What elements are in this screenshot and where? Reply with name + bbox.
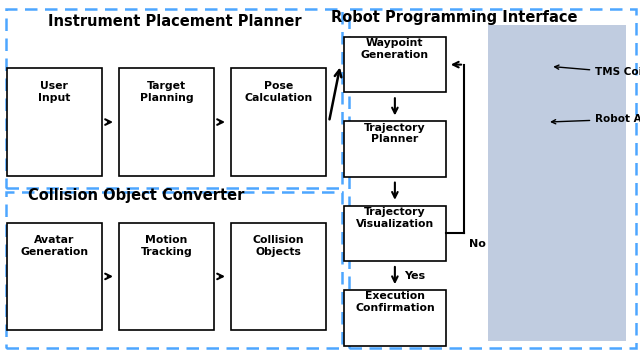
Bar (6, 9, 342, 188)
Text: Trajectory
Planner: Trajectory Planner (364, 123, 426, 144)
Text: Robot Programming Interface: Robot Programming Interface (331, 10, 578, 25)
Bar (344, 37, 446, 92)
Bar (488, 25, 625, 341)
Bar (7, 68, 102, 176)
Text: Robot Arm: Robot Arm (552, 114, 640, 124)
Text: Trajectory
Visualization: Trajectory Visualization (356, 207, 434, 229)
Bar (236, 112, 321, 171)
Bar (119, 223, 214, 330)
Text: Collision
Objects: Collision Objects (253, 236, 304, 257)
Bar (344, 205, 446, 261)
Bar (344, 121, 446, 177)
Text: Yes: Yes (404, 271, 426, 280)
Bar (124, 266, 209, 325)
Text: Waypoint
Generation: Waypoint Generation (361, 38, 429, 60)
Text: No: No (469, 239, 486, 249)
Text: Motion
Tracking: Motion Tracking (141, 236, 192, 257)
Text: User
Input: User Input (38, 81, 70, 103)
Bar (12, 112, 97, 171)
Text: Execution
Confirmation: Execution Confirmation (355, 292, 435, 313)
Bar (124, 112, 209, 171)
Bar (6, 192, 342, 348)
Bar (7, 223, 102, 330)
Text: Pose
Calculation: Pose Calculation (244, 81, 312, 103)
Text: Instrument Placement Planner: Instrument Placement Planner (48, 14, 301, 29)
Bar (236, 266, 321, 325)
Text: Target
Planning: Target Planning (140, 81, 193, 103)
Bar (349, 9, 636, 348)
Text: Collision Object Converter: Collision Object Converter (28, 188, 244, 203)
Bar (119, 68, 214, 176)
Text: Avatar
Generation: Avatar Generation (20, 236, 88, 257)
Bar (231, 68, 326, 176)
Bar (231, 223, 326, 330)
Text: TMS Coil: TMS Coil (555, 65, 640, 78)
Bar (344, 290, 446, 345)
Bar (12, 266, 97, 325)
